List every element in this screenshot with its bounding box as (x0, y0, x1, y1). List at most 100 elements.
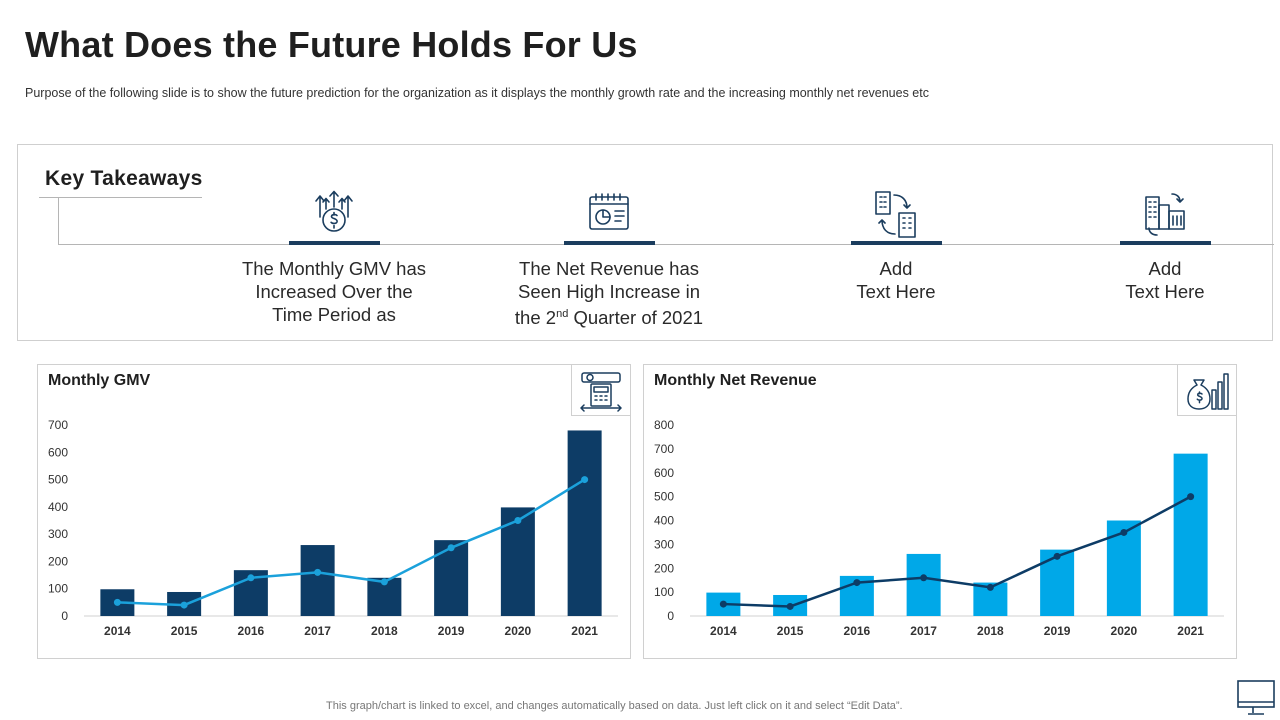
takeaway-line: The Net Revenue has (519, 258, 699, 279)
x-tick-label: 2020 (505, 624, 532, 638)
takeaway-line: Add (879, 258, 913, 279)
bar[interactable] (567, 430, 602, 616)
line-point[interactable] (1053, 552, 1061, 560)
line-point[interactable] (514, 517, 522, 524)
takeaway-text-part: Quarter of 2021 (568, 307, 704, 329)
takeaway-line: Add (1148, 258, 1182, 279)
series-line[interactable] (723, 495, 1192, 608)
y-tick-label: 700 (654, 442, 674, 456)
x-tick-label: 2018 (371, 624, 398, 638)
y-tick-label: 800 (654, 418, 674, 432)
bar[interactable] (300, 545, 335, 616)
takeaway-text: The Net Revenue has Seen High Increase i… (499, 257, 719, 329)
gmv-chart[interactable]: 0 100 200 300 400 500 600 700 2014 2015 2016 2017 20… (38, 365, 632, 660)
x-tick-label: 2015 (171, 624, 198, 638)
series-line[interactable] (117, 478, 586, 607)
accent-bar (563, 241, 655, 245)
money-bag-chart-icon-box (1177, 364, 1237, 416)
divider (39, 197, 202, 198)
dollar-growth-icon (315, 190, 353, 232)
takeaway-line: Time Period as (272, 304, 396, 325)
x-tick-label: 2014 (710, 624, 737, 638)
city-buildings-icon (1145, 193, 1185, 236)
line-point[interactable] (180, 601, 188, 609)
line-point[interactable] (380, 578, 388, 586)
divider (58, 244, 1274, 245)
y-tick-label: 0 (667, 609, 674, 623)
line-point[interactable] (113, 598, 121, 606)
line-point[interactable] (581, 476, 589, 484)
net-revenue-chart-panel[interactable]: Monthly Net Revenue 0 100 200 300 400 500 600 7… (643, 364, 1237, 659)
buildings-exchange-icon (875, 191, 916, 238)
x-tick-label: 2016 (844, 624, 871, 638)
takeaway-line: The Monthly GMV has (241, 258, 427, 279)
takeaway-item: The Monthly GMV has Increased Over the T… (224, 189, 444, 326)
line-point[interactable] (447, 544, 455, 552)
gmv-chart-panel[interactable]: Monthly GMV 0 100 200 300 400 500 600 700 2014 20… (37, 364, 631, 659)
line-point[interactable] (247, 574, 255, 582)
line-point[interactable] (1187, 493, 1195, 501)
key-takeaways-title: Key Takeaways (45, 167, 203, 190)
divider (58, 198, 59, 245)
calculator-money-icon (580, 372, 622, 412)
takeaway-item: Add Text Here (786, 189, 1006, 303)
x-tick-label: 2014 (104, 624, 131, 638)
takeaway-item: The Net Revenue has Seen High Increase i… (499, 189, 719, 329)
chart-title: Monthly GMV (48, 372, 151, 389)
net-revenue-chart[interactable]: 0 100 200 300 400 500 600 700 800 2014 2015 2016 201… (644, 365, 1238, 660)
x-tick-label: 2017 (304, 624, 331, 638)
y-tick-label: 700 (48, 418, 68, 432)
page-title: What Does the Future Holds For Us (25, 24, 638, 65)
footer-note: This graph/chart is linked to excel, and… (326, 700, 903, 712)
calendar-chart-icon (589, 193, 629, 230)
y-tick-label: 400 (48, 500, 68, 514)
takeaway-text: Add Text Here (1055, 257, 1275, 303)
y-tick-label: 500 (48, 473, 68, 487)
x-tick-label: 2021 (1177, 624, 1204, 638)
money-bag-chart-icon (1187, 373, 1229, 410)
accent-bar (288, 241, 380, 245)
y-tick-label: 600 (48, 445, 68, 459)
y-tick-label: 400 (654, 514, 674, 528)
key-takeaways-panel: Key Takeaways The Monthly GMV has Increa… (17, 144, 1275, 341)
y-tick-label: 300 (48, 527, 68, 541)
takeaway-line: the 2nd Quarter of 2021 (499, 303, 719, 329)
line-point[interactable] (920, 574, 928, 582)
takeaway-text-part: the 2 (514, 307, 557, 329)
takeaway-line: Text Here (1125, 281, 1205, 302)
calculator-money-icon-box (571, 364, 631, 416)
line-point[interactable] (719, 600, 727, 608)
takeaway-line: Increased Over the (255, 281, 413, 302)
bar[interactable] (434, 540, 469, 616)
takeaway-line: Text Here (856, 281, 936, 302)
takeaway-item: Add Text Here (1055, 189, 1275, 303)
line-point[interactable] (853, 579, 861, 587)
y-tick-label: 100 (48, 582, 68, 596)
accent-bar (1119, 241, 1211, 245)
x-tick-label: 2019 (438, 624, 465, 638)
x-tick-label: 2018 (977, 624, 1004, 638)
takeaway-text: Add Text Here (786, 257, 1006, 303)
bar[interactable] (1173, 453, 1208, 616)
bar[interactable] (906, 553, 941, 616)
line-point[interactable] (986, 583, 994, 591)
ordinal-suffix: nd (556, 308, 569, 320)
takeaway-text: The Monthly GMV has Increased Over the T… (224, 257, 444, 326)
line-point[interactable] (786, 602, 794, 610)
page-subtitle: Purpose of the following slide is to sho… (25, 86, 929, 100)
x-tick-label: 2015 (777, 624, 804, 638)
line-point[interactable] (314, 568, 322, 576)
y-tick-label: 500 (654, 490, 674, 504)
y-tick-label: 200 (48, 554, 68, 568)
x-tick-label: 2021 (571, 624, 598, 638)
x-tick-label: 2019 (1044, 624, 1071, 638)
line-point[interactable] (1120, 528, 1128, 536)
x-tick-label: 2020 (1111, 624, 1138, 638)
y-tick-label: 600 (654, 466, 674, 480)
x-tick-label: 2016 (238, 624, 265, 638)
chart-title: Monthly Net Revenue (654, 372, 817, 389)
y-tick-label: 300 (654, 537, 674, 551)
monitor-icon (1237, 680, 1275, 715)
y-tick-label: 100 (654, 585, 674, 599)
y-tick-label: 0 (61, 609, 68, 623)
